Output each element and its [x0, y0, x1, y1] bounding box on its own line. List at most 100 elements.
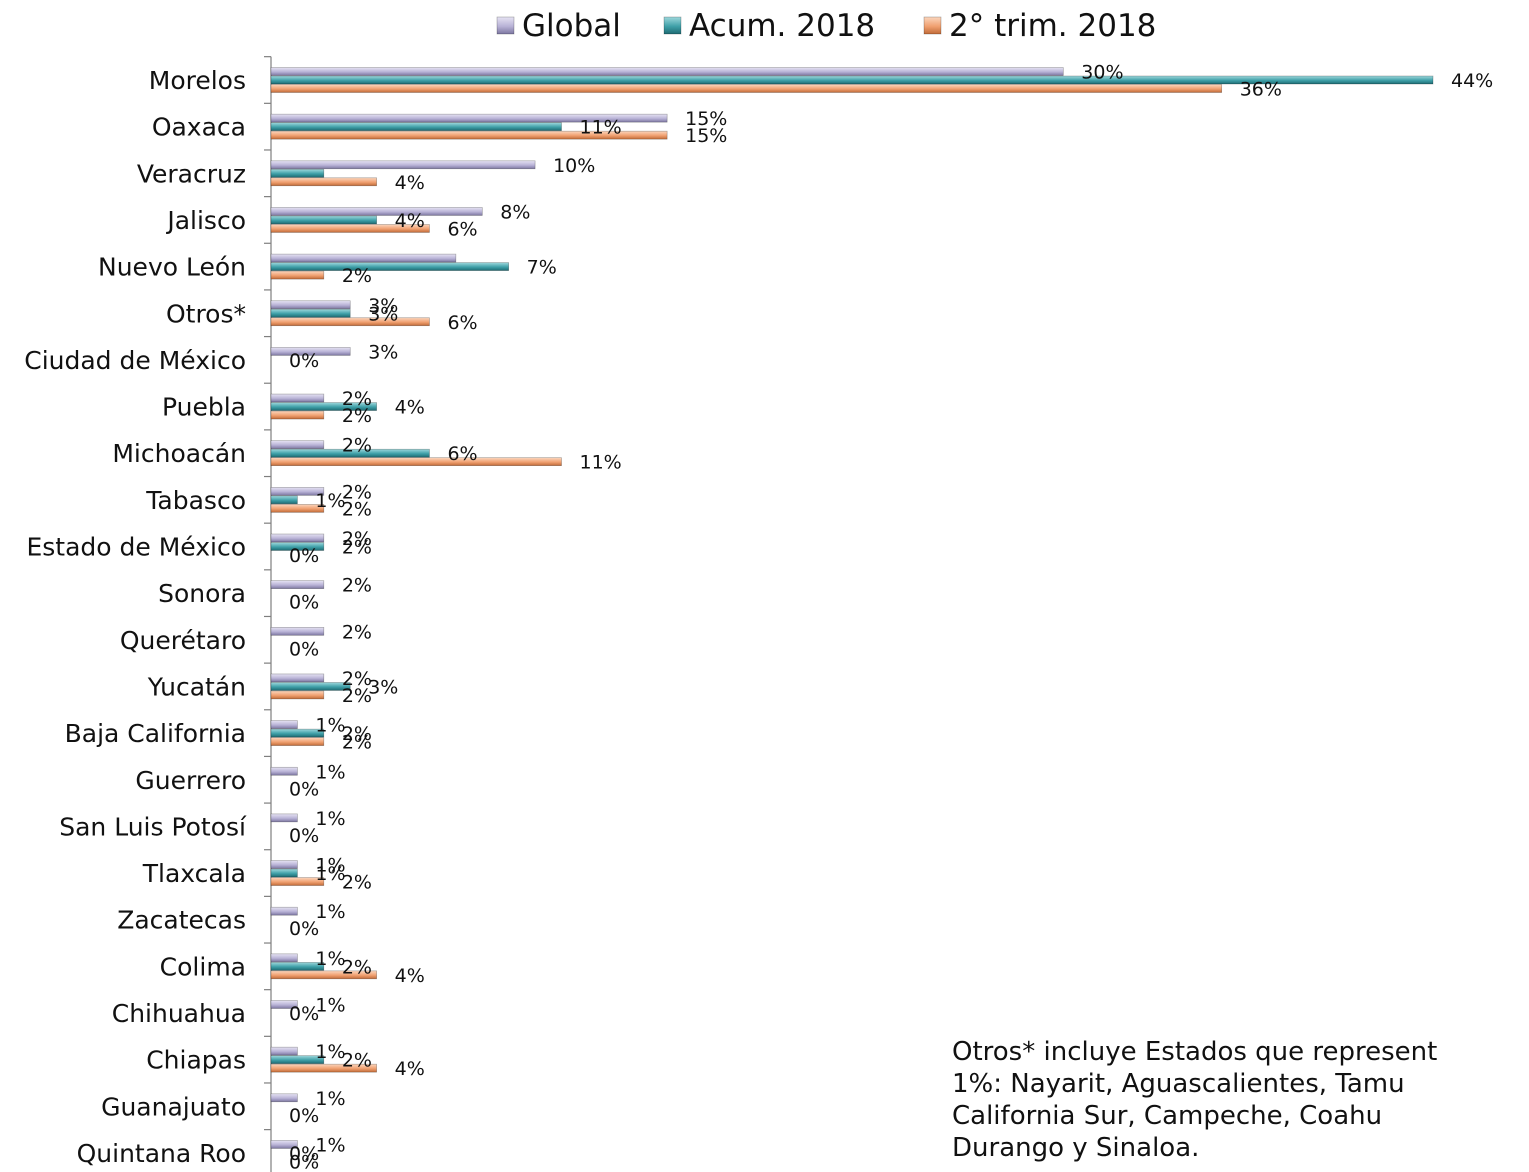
data-label-global-colima: 1%	[315, 948, 345, 970]
legend-swatch	[663, 16, 682, 35]
bar-acum-2018-otros	[270, 308, 351, 318]
category-label-guanajuato: Guanajuato	[101, 1092, 246, 1121]
data-label-2-trim-2018-jalisco: 6%	[447, 218, 477, 240]
bar-global-chihuahua	[270, 1000, 298, 1009]
bar-acum-2018-estado-de-mexico	[270, 542, 325, 551]
category-label-ciudad-de-mexico: Ciudad de México	[24, 346, 246, 375]
footnote-line: Otros* incluye Estados que represent	[952, 1037, 1438, 1067]
category-label-michoacan: Michoacán	[112, 439, 246, 468]
data-label-2-trim-2018-veracruz: 4%	[395, 172, 425, 194]
data-label-global-oaxaca: 15%	[685, 108, 727, 130]
footnote-line: California Sur, Campeche, Coahu	[952, 1101, 1383, 1131]
category-label-baja-california: Baja California	[65, 719, 246, 748]
bar-acum-2018-oaxaca	[270, 122, 562, 131]
bar-global-nuevo-leon	[270, 253, 457, 263]
data-label-acum-2018-tlaxcala: 1%	[315, 863, 345, 885]
bar-global-tabasco	[270, 487, 325, 496]
bar-2-trim-2018-michoacan	[270, 457, 562, 467]
data-label-global-tlaxcala: 1%	[315, 855, 345, 877]
data-label-acum-2018-colima: 2%	[342, 956, 372, 978]
bar-acum-2018-morelos	[270, 75, 1434, 85]
data-label-global-otros: 3%	[368, 295, 398, 317]
data-label-2-trim-2018-queretaro: 0%	[289, 638, 319, 660]
data-label-2-trim-2018-puebla: 2%	[342, 405, 372, 427]
data-label-acum-2018-oaxaca: 11%	[580, 117, 622, 139]
bar-acum-2018-michoacan	[270, 448, 430, 458]
legend-item-acum-2018: Acum. 2018	[663, 8, 875, 44]
data-label-acum-2018-quintana-roo: 0%	[289, 1143, 319, 1165]
data-label-global-queretaro: 2%	[342, 621, 372, 643]
category-label-nuevo-leon: Nuevo León	[98, 253, 246, 282]
footnote-line: Durango y Sinaloa.	[952, 1133, 1200, 1163]
bar-global-colima	[270, 953, 298, 963]
bar-2-trim-2018-nuevo-leon	[270, 270, 325, 280]
data-label-global-chiapas: 1%	[315, 1041, 345, 1063]
category-label-estado-de-mexico: Estado de México	[26, 533, 246, 562]
data-label-global-tabasco: 2%	[342, 481, 372, 503]
category-label-morelos: Morelos	[149, 66, 246, 95]
data-label-global-michoacan: 2%	[342, 435, 372, 457]
bar-acum-2018-jalisco	[270, 215, 377, 225]
category-label-jalisco: Jalisco	[165, 206, 246, 235]
data-label-acum-2018-michoacan: 6%	[447, 443, 477, 465]
data-label-global-quintana-roo: 1%	[315, 1134, 345, 1156]
bar-global-chiapas	[270, 1046, 298, 1056]
legend-label: Acum. 2018	[689, 8, 875, 44]
category-label-queretaro: Querétaro	[120, 626, 246, 655]
bar-global-jalisco	[270, 207, 483, 216]
bar-global-baja-california	[270, 720, 298, 729]
bar-global-queretaro	[270, 626, 325, 636]
data-label-acum-2018-morelos: 44%	[1451, 70, 1493, 92]
category-label-chiapas: Chiapas	[146, 1046, 246, 1075]
data-label-2-trim-2018-tlaxcala: 2%	[342, 872, 372, 894]
data-label-2-trim-2018-guerrero: 0%	[289, 778, 319, 800]
bar-2-trim-2018-tabasco	[270, 504, 325, 513]
data-label-acum-2018-yucatan: 3%	[368, 676, 398, 698]
legend-item-2-trim-2018: 2° trim. 2018	[923, 8, 1156, 44]
category-label-colima: Colima	[160, 952, 246, 981]
bar-global-morelos	[270, 67, 1064, 76]
data-label-global-jalisco: 8%	[500, 201, 530, 223]
bar-2-trim-2018-morelos	[270, 84, 1223, 93]
footnote: Otros* incluye Estados que represent 1%:…	[952, 1036, 1529, 1172]
bar-2-trim-2018-puebla	[270, 410, 325, 420]
footnote-line: 1%: Nayarit, Aguascalientes, Tamu	[952, 1069, 1405, 1099]
bar-2-trim-2018-oaxaca	[270, 130, 668, 140]
data-label-acum-2018-estado-de-mexico: 2%	[342, 537, 372, 559]
category-label-san-luis-potosi: San Luis Potosí	[59, 812, 247, 841]
bar-2-trim-2018-baja-california	[270, 737, 325, 746]
data-label-acum-2018-tabasco: 1%	[315, 490, 345, 512]
bar-acum-2018-tlaxcala	[270, 868, 298, 878]
data-label-acum-2018-chiapas: 2%	[342, 1050, 372, 1072]
bar-2-trim-2018-otros	[270, 317, 430, 327]
bar-acum-2018-puebla	[270, 402, 377, 411]
legend-swatch	[923, 16, 942, 35]
bar-2-trim-2018-tlaxcala	[270, 877, 325, 886]
data-label-2-trim-2018-estado-de-mexico: 0%	[289, 545, 319, 567]
data-label-global-estado-de-mexico: 2%	[342, 528, 372, 550]
bar-2-trim-2018-veracruz	[270, 177, 377, 187]
data-label-2-trim-2018-quintana-roo: 0%	[289, 1151, 319, 1172]
category-label-zacatecas: Zacatecas	[117, 906, 246, 935]
data-label-global-veracruz: 10%	[553, 155, 595, 177]
bar-global-yucatan	[270, 673, 325, 683]
legend: Global Acum. 2018 2° trim. 2018	[496, 8, 1156, 44]
legend-label: Global	[522, 8, 621, 44]
data-label-2-trim-2018-michoacan: 11%	[580, 452, 622, 474]
data-label-2-trim-2018-zacatecas: 0%	[289, 918, 319, 940]
category-label-quintana-roo: Quintana Roo	[77, 1139, 246, 1168]
legend-label: 2° trim. 2018	[949, 8, 1156, 44]
bar-acum-2018-nuevo-leon	[270, 262, 509, 271]
data-label-2-trim-2018-yucatan: 2%	[342, 685, 372, 707]
bar-global-guanajuato	[270, 1093, 298, 1103]
bar-global-tlaxcala	[270, 860, 298, 869]
bar-global-veracruz	[270, 160, 536, 170]
data-label-acum-2018-chihuahua: 0%	[289, 1003, 319, 1025]
bar-global-quintana-roo	[270, 1140, 298, 1149]
data-label-global-yucatan: 2%	[342, 668, 372, 690]
data-label-2-trim-2018-san-luis-potosi: 0%	[289, 825, 319, 847]
data-label-global-guanajuato: 1%	[315, 1088, 345, 1110]
bar-2-trim-2018-yucatan	[270, 690, 325, 700]
data-label-2-trim-2018-tabasco: 2%	[342, 498, 372, 520]
bar-acum-2018-tabasco	[270, 495, 298, 505]
